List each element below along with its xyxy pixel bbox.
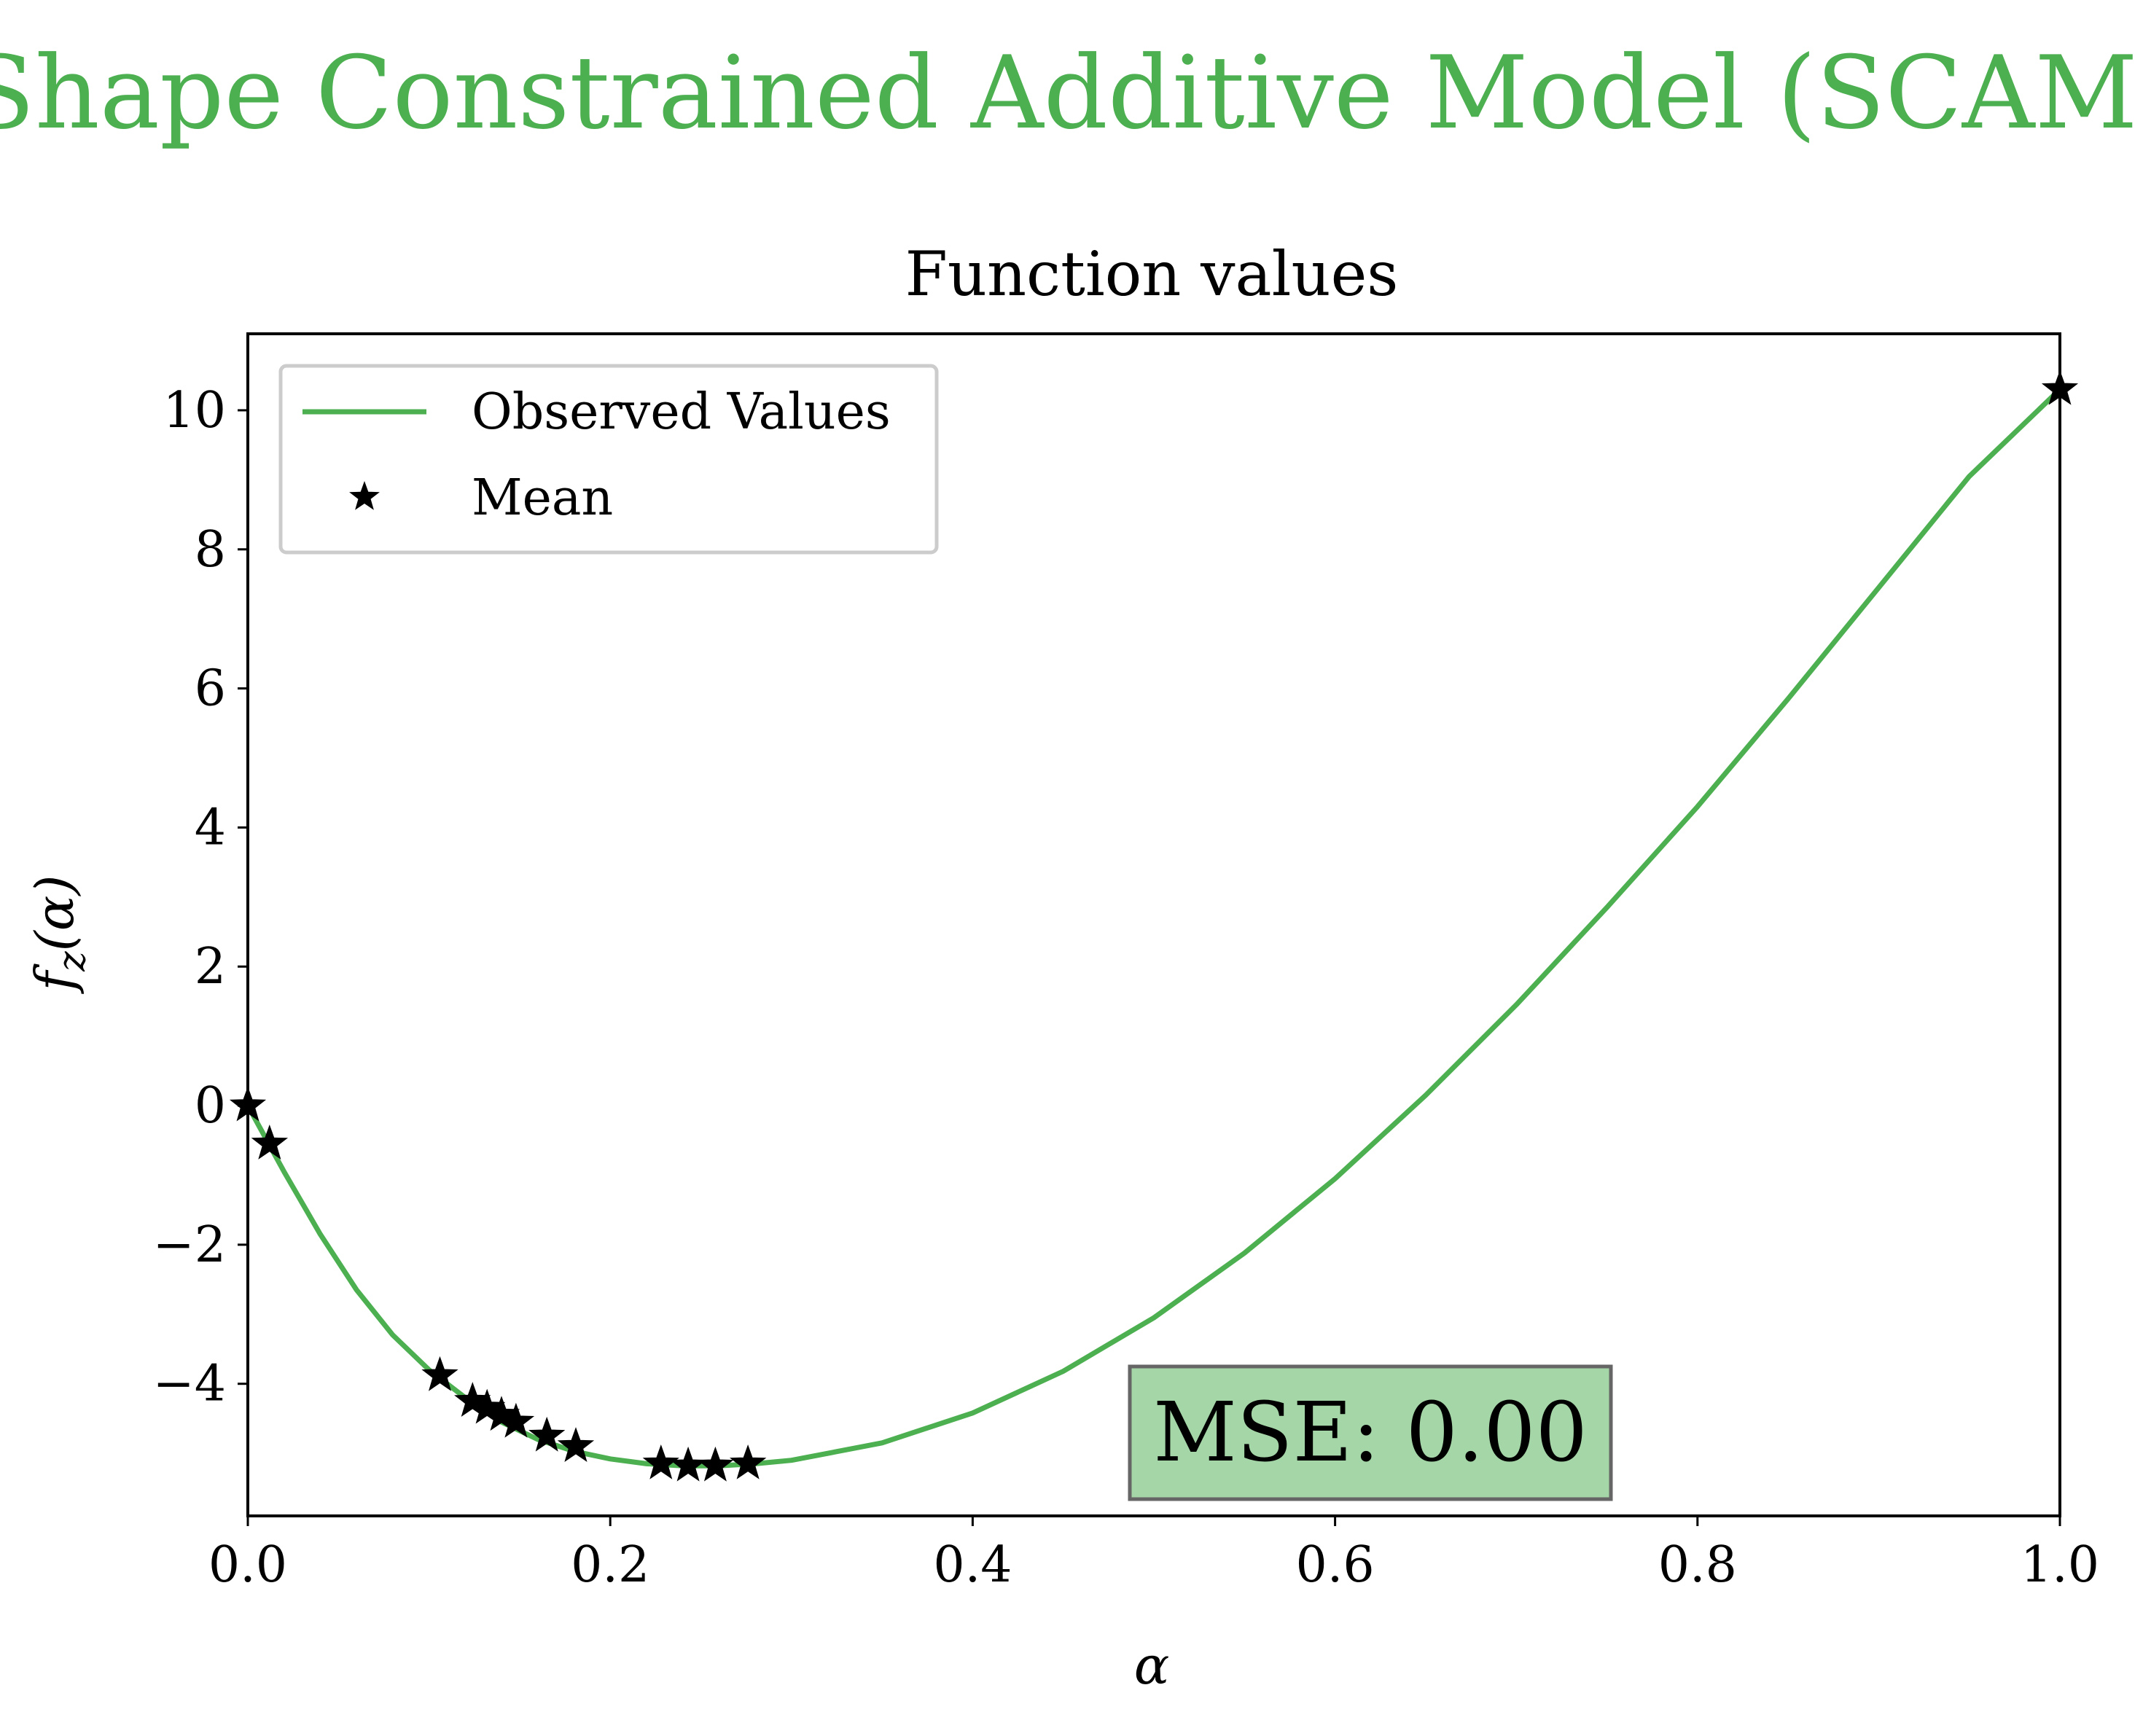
plot-area — [229, 332, 2079, 1517]
mean-star-marker — [454, 1382, 491, 1418]
mean-star-marker — [421, 1356, 458, 1391]
mean-star-marker — [468, 1388, 506, 1424]
figure-suptitle: Shape Constrained Additive Model (SCAM) — [0, 34, 2143, 152]
legend-star-icon — [349, 481, 380, 510]
y-tick-label: −2 — [153, 1216, 226, 1274]
mean-star-marker — [528, 1416, 566, 1452]
x-tick-label: 0.0 — [208, 1536, 287, 1594]
x-tick-label: 1.0 — [2021, 1536, 2099, 1594]
mean-star-marker — [729, 1444, 767, 1479]
x-axis: 0.0 0.2 0.4 0.6 0.8 1.0 — [208, 1516, 2099, 1594]
legend-label-mean: Mean — [472, 469, 613, 527]
y-tick-label: 6 — [195, 660, 226, 718]
y-axis-label-arg: (α) — [24, 875, 85, 952]
chart-title: Function values — [905, 238, 1399, 310]
x-tick-label: 0.2 — [571, 1536, 649, 1594]
x-tick-label: 0.6 — [1296, 1536, 1375, 1594]
y-tick-label: −4 — [153, 1356, 226, 1413]
axes-frame — [246, 332, 2061, 1517]
mean-star-marker — [557, 1427, 595, 1463]
legend-label-observed: Observed Values — [472, 383, 891, 441]
mse-text: MSE: 0.00 — [1153, 1385, 1588, 1480]
mse-box-bg — [1128, 1364, 1613, 1501]
y-tick-label: 4 — [195, 799, 226, 856]
y-tick-label: 0 — [195, 1077, 226, 1135]
mean-star-marker — [483, 1396, 520, 1431]
mean-star-marker — [497, 1402, 535, 1438]
mean-star-marker — [670, 1446, 707, 1482]
x-axis-label: α — [1134, 1635, 1170, 1696]
y-axis-label-sub: z — [50, 951, 94, 972]
x-tick-label: 0.4 — [933, 1536, 1012, 1594]
series-observed-values-line — [248, 387, 2060, 1469]
legend-frame — [278, 364, 939, 555]
y-axis: −4 −2 0 2 4 6 8 10 — [153, 382, 248, 1413]
mean-star-marker — [697, 1446, 734, 1482]
legend: Observed Values Mean — [278, 364, 939, 555]
y-tick-label: 10 — [163, 382, 226, 439]
y-tick-label: 2 — [195, 938, 226, 996]
mean-star-marker — [642, 1444, 679, 1479]
y-axis-label: fz(α) — [24, 875, 94, 995]
x-tick-label: 0.8 — [1658, 1536, 1737, 1594]
y-tick-label: 8 — [195, 521, 226, 579]
mean-star-marker — [251, 1125, 289, 1160]
mse-annotation: MSE: 0.00 — [1128, 1364, 1613, 1501]
